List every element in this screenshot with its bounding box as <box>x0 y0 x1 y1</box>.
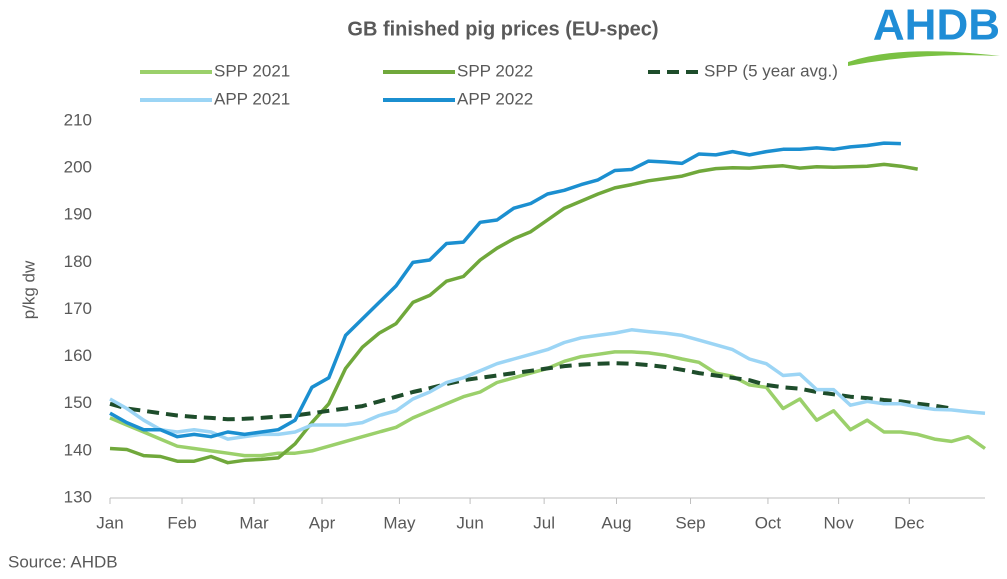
series-line <box>109 162 918 465</box>
logo: AHDB <box>873 1 1000 50</box>
y-tick-label: 130 <box>64 487 92 506</box>
x-tick-label: Jun <box>456 513 483 532</box>
y-axis-label: p/kg dw <box>19 260 38 319</box>
legend-label: SPP 2021 <box>214 61 290 80</box>
x-tick-label: Aug <box>601 513 631 532</box>
x-tick-label: Feb <box>167 513 196 532</box>
legend-label: APP 2022 <box>457 89 533 108</box>
x-tick-label: Jul <box>533 513 555 532</box>
x-tick-label: Mar <box>239 513 269 532</box>
y-tick-label: 140 <box>64 440 92 459</box>
series-line <box>109 328 986 441</box>
legend-label: SPP 2022 <box>457 61 533 80</box>
series-line <box>109 361 952 422</box>
y-tick-label: 150 <box>64 393 92 412</box>
y-tick-label: 180 <box>64 252 92 271</box>
y-tick-label: 160 <box>64 346 92 365</box>
y-tick-label: 210 <box>64 110 92 129</box>
y-tick-label: 190 <box>64 205 92 224</box>
chart-title: GB finished pig prices (EU-spec) <box>347 18 658 40</box>
legend-label: APP 2021 <box>214 89 290 108</box>
x-tick-label: Nov <box>823 513 854 532</box>
x-tick-label: Oct <box>755 513 782 532</box>
x-tick-label: May <box>383 513 416 532</box>
logo-swoosh <box>848 51 1000 66</box>
y-tick-label: 170 <box>64 299 92 318</box>
x-tick-label: Apr <box>309 513 336 532</box>
source: Source: AHDB <box>8 552 118 571</box>
x-tick-label: Dec <box>894 513 925 532</box>
x-tick-label: Sep <box>675 513 705 532</box>
y-tick-label: 200 <box>64 158 92 177</box>
series-line <box>109 141 901 439</box>
legend-label: SPP (5 year avg.) <box>704 61 838 80</box>
x-tick-label: Jan <box>96 513 123 532</box>
